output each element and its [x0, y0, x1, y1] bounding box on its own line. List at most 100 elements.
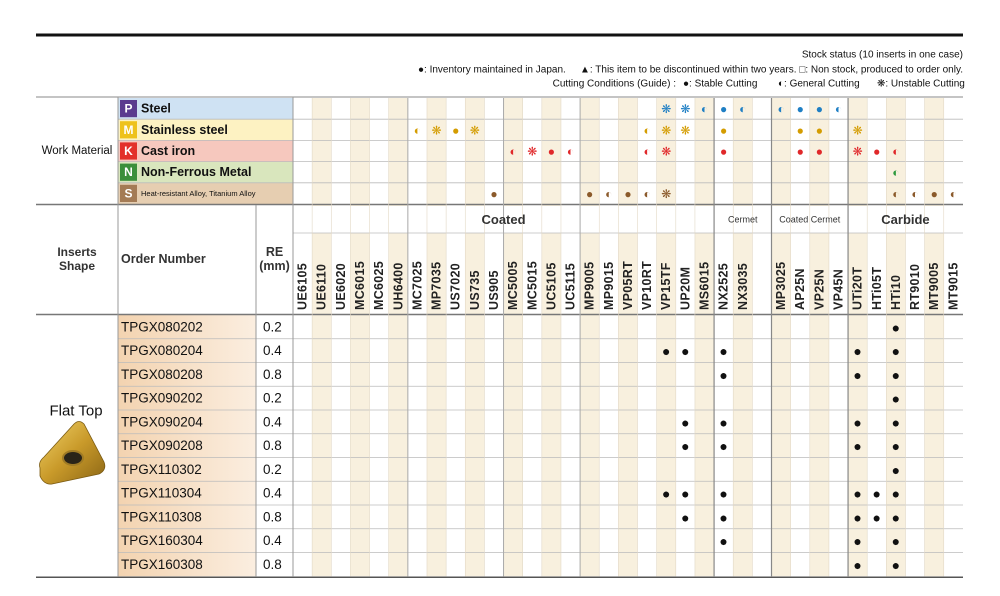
condition-symbol: ◐: [643, 187, 650, 201]
material-bg: [118, 161, 293, 183]
grade-name: UTi20T: [851, 267, 865, 310]
order-number: TPGX110308: [121, 509, 202, 524]
stock-dot: ●: [681, 509, 689, 525]
condition-symbol: ●: [720, 145, 727, 159]
header-label: Inserts: [57, 245, 97, 259]
material-bg: [118, 182, 293, 204]
group-row-bg: [293, 206, 963, 233]
legend-item: ●: Inventory maintained in Japan.: [418, 65, 566, 76]
condition-symbol: ❋: [527, 145, 537, 159]
material-badge: [120, 184, 137, 202]
stock-dot: ●: [681, 414, 689, 430]
header-label: Shape: [59, 259, 95, 273]
re-value: 0.8: [263, 438, 282, 453]
column-stripe: [924, 98, 944, 577]
re-value: 0.8: [263, 557, 282, 572]
header-label: Order Number: [121, 252, 206, 266]
stock-dot: ●: [853, 533, 861, 549]
condition-symbol: ◐: [414, 123, 421, 137]
order-number: TPGX080202: [121, 319, 203, 334]
column-stripe: [733, 98, 753, 577]
condition-symbol: ●: [624, 187, 631, 201]
material-code: N: [124, 165, 133, 179]
column-stripe: [541, 98, 561, 577]
condition-symbol: ●: [720, 123, 727, 137]
grade-name: MC6025: [372, 261, 386, 310]
condition-symbol: ◐: [605, 187, 612, 201]
condition-symbol: ◐: [950, 187, 957, 201]
grade-name: MS6015: [698, 262, 712, 310]
column-stripe: [848, 98, 868, 577]
section-label: Work Material: [42, 145, 113, 157]
grade-name: VP15TF: [659, 262, 673, 310]
order-number: TPGX080204: [121, 343, 203, 358]
legend-item: ▲: This item to be discontinued within t…: [580, 65, 796, 76]
stock-dot: ●: [853, 557, 861, 573]
stock-dot: ●: [892, 486, 900, 502]
condition-symbol: ◐: [509, 145, 516, 159]
condition-symbol: ◐: [739, 102, 746, 116]
stock-dot: ●: [892, 438, 900, 454]
column-stripe: [503, 98, 523, 577]
group-name: Coated Cermet: [779, 215, 841, 225]
grade-name: MT9015: [946, 262, 960, 310]
column-stripe: [809, 98, 829, 577]
legend-item: ●: Stable Cutting: [683, 79, 757, 90]
condition-symbol: ●: [586, 187, 593, 201]
group-name: Carbide: [881, 212, 929, 227]
condition-symbol: ❋: [661, 102, 671, 116]
grade-name: VP05RT: [621, 261, 635, 310]
group-name: Cermet: [728, 215, 758, 225]
order-number: TPGX110302: [121, 462, 202, 477]
grade-name: HTi10: [889, 275, 903, 310]
stock-dot: ●: [719, 438, 727, 454]
condition-symbol: ❋: [661, 187, 671, 201]
material-name: Cast iron: [141, 144, 195, 158]
grade-name: UH6400: [391, 262, 405, 310]
stock-dot: ●: [662, 486, 670, 502]
stock-dot: ●: [681, 438, 689, 454]
stock-dot: ●: [853, 414, 861, 430]
re-value: 0.2: [263, 391, 282, 406]
stock-dot: ●: [892, 533, 900, 549]
grade-name: RT9010: [908, 264, 922, 310]
re-value: 0.2: [263, 462, 282, 477]
grade-name: UC5105: [544, 262, 558, 310]
legend-item: □: Non stock, produced to order only.: [799, 65, 963, 76]
grade-name: VP45N: [831, 269, 845, 310]
stock-dot: ●: [892, 414, 900, 430]
grade-name: UC5115: [564, 263, 578, 310]
column-stripe: [388, 98, 408, 577]
grade-name: UE6020: [334, 263, 348, 310]
order-number: TPGX090202: [121, 391, 203, 406]
stock-dot: ●: [892, 343, 900, 359]
material-bg: [118, 140, 293, 162]
condition-symbol: ◐: [643, 145, 650, 159]
grade-name: NX3035: [736, 263, 750, 310]
condition-symbol: ◐: [892, 166, 899, 180]
column-stripe: [618, 98, 638, 577]
condition-symbol: ◐: [777, 102, 784, 116]
material-name: Non-Ferrous Metal: [141, 165, 251, 179]
condition-symbol: ●: [931, 187, 938, 201]
stock-dot: ●: [892, 557, 900, 573]
re-value: 0.8: [263, 509, 282, 524]
condition-symbol: ◐: [701, 102, 708, 116]
stock-dot: ●: [892, 391, 900, 407]
material-code: S: [124, 186, 132, 200]
stock-dot: ●: [662, 343, 670, 359]
stock-dot: ●: [873, 509, 881, 525]
stock-dot: ●: [719, 343, 727, 359]
condition-symbol: ❋: [853, 145, 863, 159]
condition-symbol: ◐: [567, 145, 574, 159]
condition-symbol: ◐: [892, 145, 899, 159]
legend-title: Stock status (10 inserts in one case): [802, 50, 963, 61]
material-badge: [120, 142, 137, 160]
grade-name: US735: [468, 270, 482, 310]
stock-dot: ●: [681, 343, 689, 359]
grade-name: UE6110: [315, 264, 329, 310]
legend-title: Cutting Conditions (Guide) :: [553, 79, 676, 90]
stock-dot: ●: [892, 319, 900, 335]
stock-dot: ●: [892, 509, 900, 525]
condition-symbol: ●: [873, 145, 880, 159]
